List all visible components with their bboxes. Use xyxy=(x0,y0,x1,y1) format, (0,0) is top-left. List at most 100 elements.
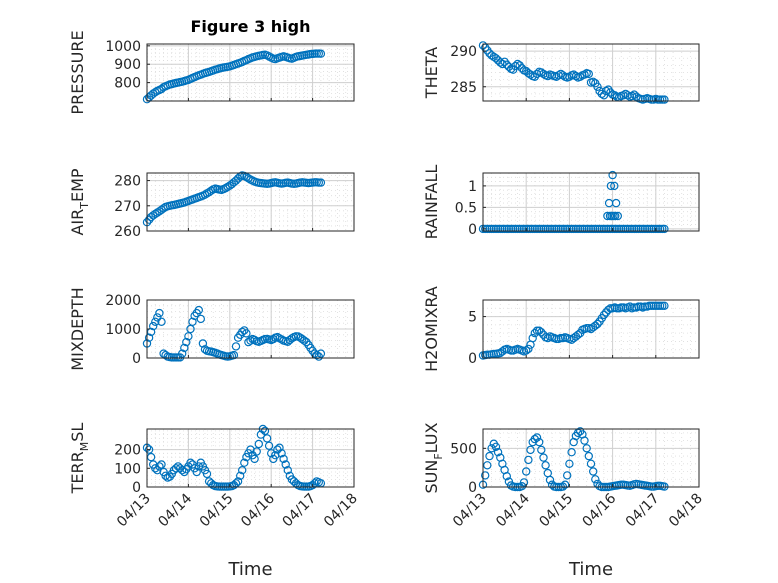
data-point xyxy=(660,224,669,234)
data-point xyxy=(151,209,160,219)
data-point xyxy=(491,54,501,63)
data-point xyxy=(250,454,259,464)
data-point xyxy=(532,69,542,79)
subplot-3: 260 270 280 AIRTEMP xyxy=(68,168,355,240)
data-point xyxy=(584,451,594,461)
data-point xyxy=(591,475,600,484)
data-point xyxy=(144,445,154,454)
data-point xyxy=(493,448,503,457)
data-point xyxy=(563,224,572,234)
data-point xyxy=(610,181,619,191)
data-point xyxy=(206,186,216,195)
data-point xyxy=(526,70,535,79)
data-point xyxy=(634,302,643,311)
data-point xyxy=(591,321,600,330)
data-point xyxy=(500,224,509,234)
data-point xyxy=(640,224,650,234)
data-point xyxy=(260,426,270,436)
data-point xyxy=(537,328,546,337)
data-point xyxy=(655,95,665,104)
data-point xyxy=(182,337,191,347)
data-point xyxy=(617,224,626,234)
data-point xyxy=(601,86,611,96)
data-point xyxy=(502,472,511,481)
data-point xyxy=(586,459,596,468)
data-point xyxy=(281,460,290,469)
y-label-rest: SL xyxy=(68,423,87,442)
data-point xyxy=(619,224,628,234)
y-label-subscript: T xyxy=(78,202,91,210)
data-point xyxy=(522,467,531,476)
data-point xyxy=(627,224,637,234)
data-point xyxy=(487,224,496,234)
data-point xyxy=(584,224,594,234)
y-tick-label: 200 xyxy=(114,443,141,459)
data-point xyxy=(660,301,669,310)
data-point xyxy=(655,224,665,234)
data-point xyxy=(221,183,230,193)
data-point xyxy=(554,224,563,234)
data-point xyxy=(151,464,160,473)
data-point xyxy=(595,224,604,234)
data-point xyxy=(547,224,557,234)
data-point xyxy=(556,69,566,79)
data-point xyxy=(489,224,498,234)
data-point xyxy=(487,444,496,453)
data-series xyxy=(142,49,326,104)
y-label-subscript: M xyxy=(78,442,91,452)
data-point xyxy=(580,436,589,445)
data-point xyxy=(634,224,643,234)
data-point xyxy=(184,332,193,341)
data-point xyxy=(517,63,527,73)
data-point xyxy=(316,49,326,58)
y-axis-label: AIRTEMP xyxy=(68,168,91,235)
data-point xyxy=(269,334,278,344)
data-point xyxy=(539,453,548,462)
data-point xyxy=(526,224,535,234)
axes-box xyxy=(482,428,700,488)
data-point xyxy=(275,443,284,452)
data-point xyxy=(610,91,620,100)
data-point xyxy=(519,224,529,234)
data-point xyxy=(567,448,576,457)
data-point xyxy=(237,327,247,337)
y-tick-label: 900 xyxy=(114,57,141,73)
data-point xyxy=(571,71,581,81)
data-point xyxy=(483,461,492,470)
data-point xyxy=(612,224,622,234)
data-series xyxy=(478,41,669,104)
data-point xyxy=(200,190,210,199)
data-point xyxy=(157,460,166,469)
y-tick-label: 285 xyxy=(450,80,477,96)
y-tick-label: 270 xyxy=(114,199,141,215)
data-point xyxy=(611,198,621,208)
data-point xyxy=(589,77,598,87)
data-point xyxy=(645,224,654,234)
data-point xyxy=(655,301,665,310)
data-point xyxy=(580,224,589,234)
data-point xyxy=(623,224,632,234)
y-label-main: AIR xyxy=(68,209,87,236)
data-point xyxy=(565,459,574,468)
subplot-6: 0 5 H2OMIXRA xyxy=(422,286,700,372)
data-point xyxy=(651,301,661,310)
y-axis-label: TERRMSL xyxy=(68,423,91,495)
data-point xyxy=(262,434,272,443)
data-point xyxy=(231,342,241,351)
data-point xyxy=(582,444,591,453)
y-label-main: TERR xyxy=(68,451,87,494)
data-point xyxy=(264,441,274,450)
data-point xyxy=(504,62,514,72)
data-point xyxy=(504,224,514,234)
y-label-rest: EMP xyxy=(68,168,87,202)
y-tick-label: 260 xyxy=(114,224,141,240)
data-point xyxy=(153,208,162,217)
data-point xyxy=(625,302,635,311)
data-point xyxy=(552,334,561,344)
data-point xyxy=(511,224,520,234)
data-point xyxy=(617,480,626,489)
y-label-subscript: F xyxy=(432,453,445,459)
x-axis-label: Time xyxy=(227,559,272,580)
data-point xyxy=(608,224,617,234)
